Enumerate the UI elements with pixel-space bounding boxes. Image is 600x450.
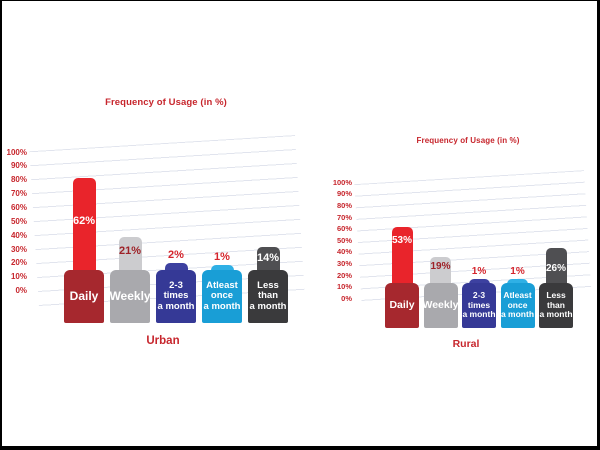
y-axis-tick: 80% [336,201,352,211]
y-axis-tick: 70% [10,189,27,199]
bar-pedestal: Daily [64,270,104,323]
y-axis-tick: 70% [336,212,352,222]
bar-column [545,248,567,291]
bar-pedestal: Daily [385,283,419,328]
bar-pedestal: 2-3 times a month [156,270,196,323]
y-axis-tick: 90% [10,161,27,171]
y-axis-tick: 50% [10,216,27,226]
y-axis-tick: 60% [336,224,352,234]
chart-title: Frequency of Usage (in %) [416,136,520,145]
bar-group-2-3-times: 2-3 times a month 2% [156,250,196,323]
bar-group-atleast: Atleast once a month 1% [202,252,242,323]
bar-column [507,279,528,291]
bar-pedestal: Atleast once a month [202,270,242,323]
y-axis-tick: 60% [10,203,27,212]
bar-pedestal: 2-3 times a month [462,283,496,328]
bar-group-weekly: Weekly 19% [423,257,459,328]
bar-value-label: 1% [471,266,487,277]
bar-group-less-than: Less than a month 26% [539,248,573,328]
bar-value-label: 19% [430,261,451,272]
y-axis-tick: 40% [336,247,352,257]
bar-column [391,227,413,291]
region-label: Rural [452,338,480,350]
bar-value-label: 1% [510,266,525,277]
bar-value-label: 26% [545,263,566,274]
bar-value-label: 62% [72,215,96,227]
bar-column [430,257,451,291]
y-axis-tick: 10% [10,272,27,282]
bar-column [256,247,280,278]
y-axis-tick: 20% [336,270,352,280]
bar-column [468,279,490,291]
y-axis-tick: 80% [10,175,27,185]
bar-group-daily: Daily 53% [385,227,419,328]
gridlines [29,135,305,307]
y-axis-tick: 100% [6,147,27,157]
y-axis-tick: 10% [336,282,352,292]
y-axis-tick: 0% [341,293,352,303]
y-axis-tick: 30% [336,259,352,269]
y-axis-tick: 40% [10,230,27,240]
gridlines [354,170,592,310]
bar-pedestal: Weekly [423,283,459,328]
y-axis-tick: 50% [336,235,352,245]
y-axis-tick: 0% [15,286,27,296]
bar-value-label: 2% [168,249,184,261]
bar-column [118,237,142,278]
bar-pedestal: Less than a month [539,283,573,328]
bar-group-2-3-times: 2-3 times a month 1% [462,267,496,328]
bar-pedestal: Less than a month [248,270,288,323]
bar-group-less-than: Less than a month 14% [248,247,288,323]
bar-pedestal: Weekly [109,270,151,323]
bar-group-atleast: Atleast once a month 1% [500,267,535,328]
bar-value-label: 21% [118,245,142,257]
bar-value-label: 1% [214,251,230,263]
y-axis-tick: 90% [336,189,352,199]
bar-value-label: 14% [256,252,280,264]
bar-group-daily: Daily 62% [64,178,104,323]
y-axis-tick: 20% [10,258,27,268]
bar-pedestal: Atleast once a month [500,283,535,328]
region-label: Urban [146,335,180,347]
bar-column [210,265,234,278]
y-axis-tick: 100% [332,177,352,187]
bar-value-label: 53% [391,235,412,246]
bar-column [164,263,188,278]
bar-group-weekly: Weekly 21% [109,237,151,323]
y-axis-tick: 30% [10,244,27,254]
bar-column [72,178,96,278]
chart-title: Frequency of Usage (in %) [105,97,227,108]
